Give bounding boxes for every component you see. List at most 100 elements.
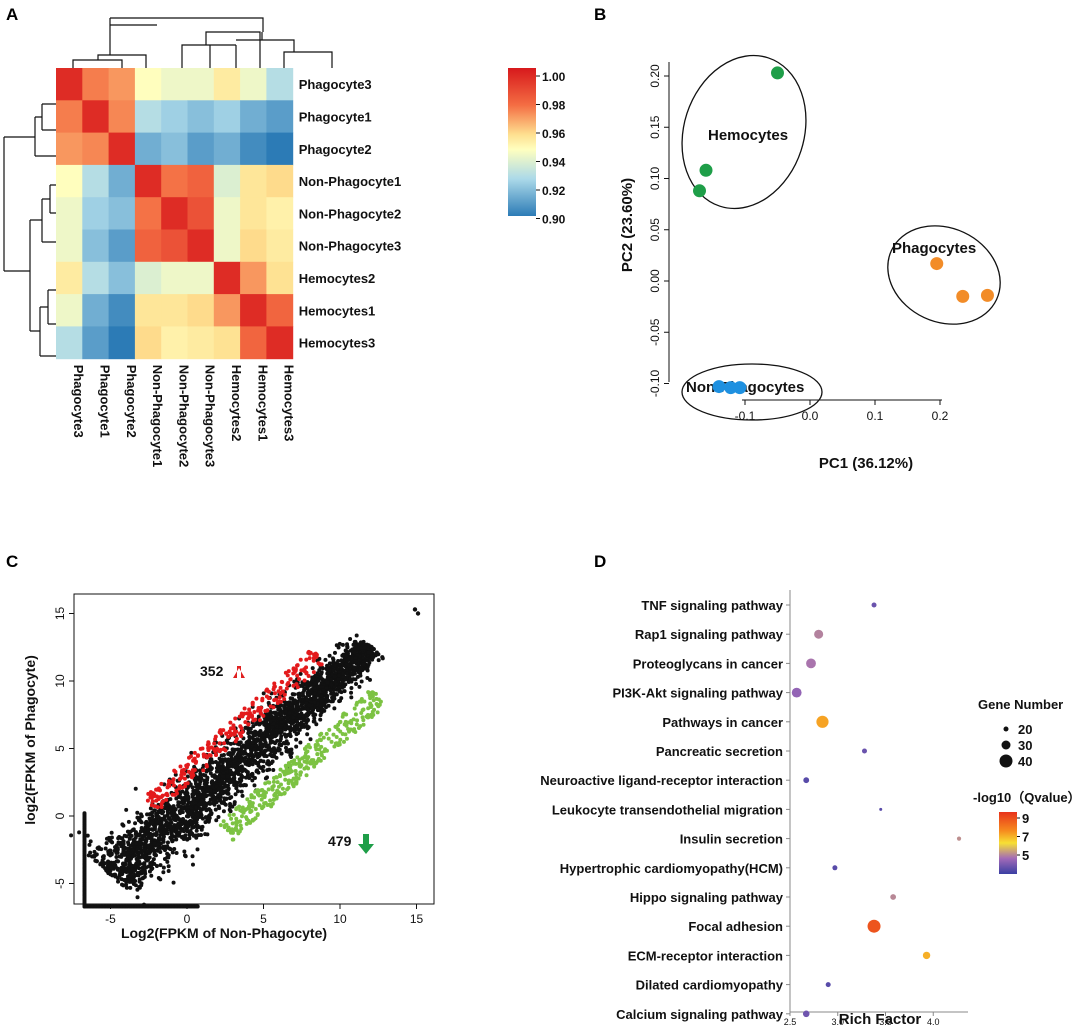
- scatter-point-ns: [108, 853, 113, 858]
- scatter-point-up: [231, 723, 236, 728]
- scatter-point-ns: [303, 682, 308, 687]
- scatter-point-up: [159, 804, 164, 809]
- pca-point: [930, 257, 944, 271]
- scatter-point-down: [218, 823, 223, 828]
- scatter-point-ns: [234, 784, 239, 789]
- scatter-point-down: [285, 787, 290, 792]
- scatter-point-down: [247, 820, 252, 825]
- scatter-point-ns: [133, 883, 138, 888]
- scatter-point-ns: [216, 804, 221, 809]
- scatter-point-ns: [87, 842, 92, 847]
- scatter-point-down: [270, 801, 275, 806]
- heatmap-cell: [266, 326, 294, 360]
- scatter-point-ns: [150, 866, 155, 871]
- heatmap-cell: [240, 132, 267, 166]
- scatter-x-ticks: -5 0 5 10 15: [105, 904, 423, 926]
- pathway-label: Proteoglycans in cancer: [633, 656, 783, 671]
- heatmap-cell: [266, 294, 294, 327]
- heatmap-cell: [161, 229, 188, 263]
- scatter-point-ns: [242, 783, 247, 788]
- scatter-point-up: [192, 767, 197, 772]
- scatter-point-ns: [273, 734, 278, 739]
- scatter-point-ns: [185, 809, 190, 814]
- scatter-point-ns: [184, 795, 189, 800]
- heatmap-cell: [240, 100, 267, 134]
- scatter-point-ns: [143, 839, 148, 844]
- scatter-point-ns: [244, 775, 249, 780]
- scatter-point-up: [166, 779, 171, 784]
- scatter-point-ns: [313, 673, 318, 678]
- scatter-point-down: [289, 769, 294, 774]
- scatter-point-ns: [233, 758, 238, 763]
- qvalue-legend-title: -log10（Qvalue）: [973, 790, 1081, 805]
- scatter-point-up: [299, 668, 304, 673]
- scatter-point-up: [285, 673, 290, 678]
- scatter-point-ns: [190, 785, 195, 790]
- scatter-point-down: [238, 808, 243, 813]
- scatter-x-tick-label: 5: [260, 912, 267, 926]
- scatter-point-ns: [263, 723, 268, 728]
- scatter-point-ns: [124, 882, 129, 887]
- scatter-point-ns: [268, 719, 273, 724]
- pathway-label: Leukocyte transendothelial migration: [552, 802, 783, 817]
- scatter-point-down: [334, 734, 339, 739]
- scatter-point-ns: [195, 847, 200, 852]
- scatter-point-ns: [130, 880, 135, 885]
- scatter-point-down: [303, 753, 308, 758]
- scatter-point-ns: [126, 847, 131, 852]
- scatter-point-down: [361, 707, 366, 712]
- pca-x-tick-label: -0.1: [735, 409, 756, 423]
- scatter-point-ns: [267, 767, 272, 772]
- scatter-point-down: [276, 790, 281, 795]
- colorbar-tick-label: 0.98: [542, 99, 566, 113]
- scatter-point-ns: [133, 832, 138, 837]
- scatter-point-ns: [329, 699, 334, 704]
- scatter-point-ns: [329, 677, 334, 682]
- scatter-point-ns: [297, 697, 302, 702]
- scatter-point-ns: [349, 672, 354, 677]
- scatter-point-down: [338, 737, 343, 742]
- scatter-point-ns: [203, 815, 208, 820]
- scatter-point-ns: [323, 691, 328, 696]
- enrichment-bubble: [806, 658, 816, 669]
- scatter-point-ns: [161, 865, 166, 870]
- scatter-point-up: [280, 689, 285, 694]
- heatmap-cell: [82, 294, 110, 327]
- pathway-label: TNF signaling pathway: [641, 598, 783, 613]
- scatter-point-ns: [110, 840, 115, 845]
- scatter-point-ns: [259, 744, 264, 749]
- pca-plot-area: [659, 56, 1067, 393]
- scatter-point-up: [164, 791, 169, 796]
- scatter-point-up: [264, 688, 269, 693]
- scatter-point-down: [262, 801, 267, 806]
- heatmap-row-label: Hemocytes1: [299, 303, 376, 318]
- colorbar-tick-label: 0.90: [542, 213, 566, 227]
- heatmap-cell: [134, 164, 162, 198]
- heatmap-cell: [266, 100, 294, 134]
- scatter-point-ns: [237, 777, 242, 782]
- scatter-point-ns: [357, 684, 362, 689]
- scatter-point-ns: [279, 751, 284, 756]
- scatter-point-ns: [91, 854, 96, 859]
- scatter-point-down: [240, 805, 245, 810]
- scatter-y-ticks: -5 0 5 10 15: [53, 607, 74, 889]
- scatter-point-down: [327, 727, 332, 732]
- scatter-point-up: [148, 790, 153, 795]
- scatter-point-up: [226, 734, 231, 739]
- scatter-point-down: [369, 703, 374, 708]
- scatter-point-ns: [346, 663, 351, 668]
- scatter-point-down: [294, 775, 299, 780]
- heatmap-cell: [240, 294, 267, 327]
- scatter-point-down: [321, 735, 326, 740]
- scatter-point-ns: [169, 835, 174, 840]
- scatter-point-ns: [172, 846, 177, 851]
- scatter-point-ns: [271, 710, 276, 715]
- scatter-point-ns: [154, 833, 159, 838]
- scatter-point-down: [344, 723, 349, 728]
- scatter-point-ns: [139, 812, 144, 817]
- enrichment-bubble: [867, 919, 881, 933]
- scatter-y-tick-label: 0: [53, 812, 67, 819]
- scatter-point-down: [346, 720, 351, 725]
- pca-y-axis-title: PC2 (23.60%): [619, 178, 636, 272]
- pathway-label: Hippo signaling pathway: [630, 890, 784, 905]
